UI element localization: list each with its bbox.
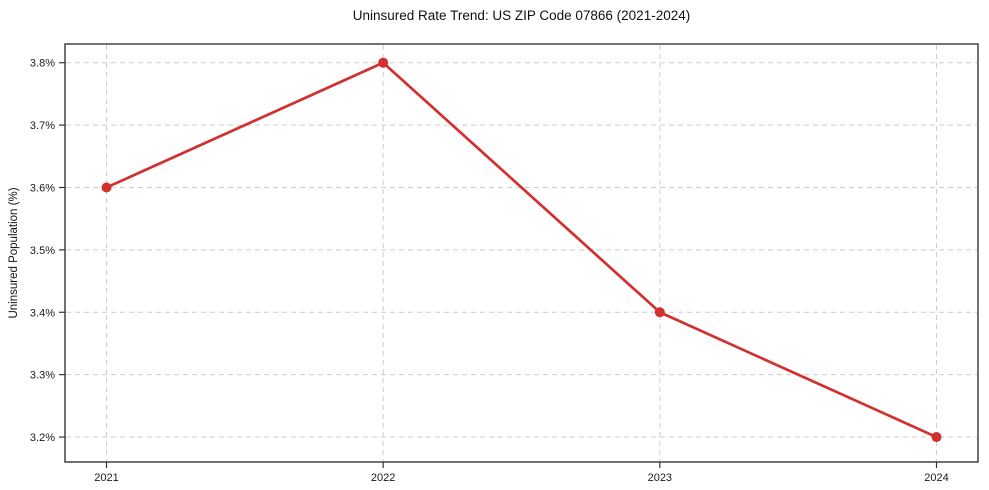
data-point-marker <box>931 432 942 443</box>
y-tick-label: 3.3% <box>30 370 55 382</box>
data-point-marker <box>101 182 112 193</box>
data-point-marker <box>654 307 665 318</box>
plot-frame <box>64 43 979 463</box>
x-tick-label: 2024 <box>924 472 948 484</box>
chart-title: Uninsured Rate Trend: US ZIP Code 07866 … <box>352 8 691 23</box>
trend-line <box>105 61 938 439</box>
x-tick-label: 2023 <box>648 472 672 484</box>
x-tick-label: 2021 <box>94 472 118 484</box>
y-tick-label: 3.7% <box>30 120 55 132</box>
data-point-marker <box>378 57 389 68</box>
y-tick-label: 3.2% <box>30 432 55 444</box>
y-tick-label: 3.8% <box>30 58 55 70</box>
y-tick-label: 3.6% <box>30 182 55 194</box>
y-tick-label: 3.4% <box>30 307 55 319</box>
y-tick-label: 3.5% <box>30 245 55 257</box>
x-tick-label: 2022 <box>371 472 395 484</box>
